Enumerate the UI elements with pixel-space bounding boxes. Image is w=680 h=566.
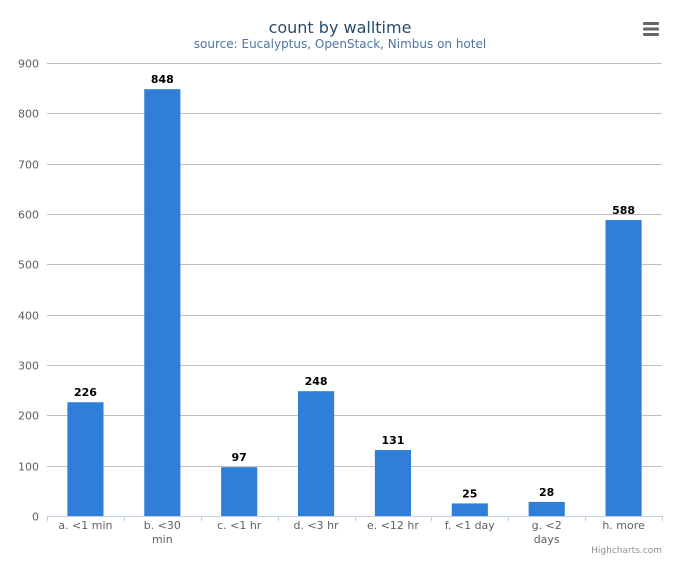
x-tick-label: g. <2 days: [532, 519, 562, 546]
y-tick-label: 900: [18, 58, 39, 71]
data-label: 848: [151, 73, 174, 86]
y-tick-label: 600: [18, 209, 39, 222]
x-tick-label: f. <1 day: [445, 519, 496, 532]
bar[interactable]: [221, 467, 258, 516]
gridlines: [47, 63, 662, 467]
bar[interactable]: [451, 503, 488, 516]
bar[interactable]: [528, 501, 565, 516]
data-label: 131: [381, 434, 404, 447]
data-label: 25: [462, 487, 477, 500]
y-tick-label: 300: [18, 360, 39, 373]
data-label: 248: [305, 375, 328, 388]
bar[interactable]: [374, 450, 412, 516]
x-tick-label: c. <1 hr: [217, 519, 262, 532]
data-labels: 226 848 97 248 131 25 28 588: [74, 73, 635, 500]
y-axis-ticks: 0 100 200 300 400 500 600 700 800 900: [18, 58, 39, 524]
x-tick-label: a. <1 min: [58, 519, 112, 532]
x-tick-label: e. <12 hr: [367, 519, 419, 532]
hamburger-menu-icon[interactable]: [643, 22, 659, 36]
data-label: 28: [539, 486, 554, 499]
y-tick-label: 100: [18, 461, 39, 474]
y-tick-label: 200: [18, 410, 39, 423]
x-axis: [47, 516, 663, 521]
y-tick-label: 0: [32, 511, 39, 524]
x-tick-label: h. more: [602, 519, 645, 532]
export-menu-button[interactable]: [638, 18, 664, 40]
y-tick-label: 700: [18, 159, 39, 172]
x-tick-label: d. <3 hr: [293, 519, 339, 532]
credits-link[interactable]: Highcharts.com: [591, 546, 662, 556]
bar[interactable]: [605, 220, 642, 517]
x-axis-ticks: a. <1 min b. <30 min c. <1 hr d. <3 hr e. <12…: [58, 519, 645, 546]
data-label: 588: [612, 204, 635, 217]
bar[interactable]: [67, 402, 104, 516]
x-tick-label: b. <30 min: [144, 519, 181, 546]
data-label: 97: [232, 451, 247, 464]
y-tick-label: 500: [18, 259, 39, 272]
bar[interactable]: [144, 89, 181, 516]
chart-subtitle: source: Eucalyptus, OpenStack, Nimbus on…: [194, 37, 486, 51]
bar[interactable]: [297, 391, 335, 516]
y-tick-label: 400: [18, 310, 39, 323]
bars: [67, 89, 642, 517]
y-tick-label: 800: [18, 108, 39, 121]
data-label: 226: [74, 386, 97, 399]
chart-title: count by walltime: [269, 18, 412, 37]
